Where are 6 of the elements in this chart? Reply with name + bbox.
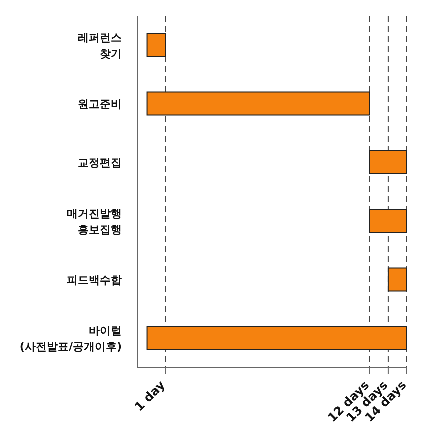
y-tick-label: 바이럴 (사전발표/공개이후) — [20, 324, 122, 354]
y-tick-label: 교정편집 — [78, 156, 122, 170]
y-tick-label: 원고준비 — [78, 98, 122, 111]
y-tick-label: 피드백수합 — [67, 274, 122, 287]
y-tick-label: 레퍼런스 찾기 — [78, 31, 122, 60]
y-tick-label: 매거진발행 홍보집행 — [67, 207, 122, 236]
